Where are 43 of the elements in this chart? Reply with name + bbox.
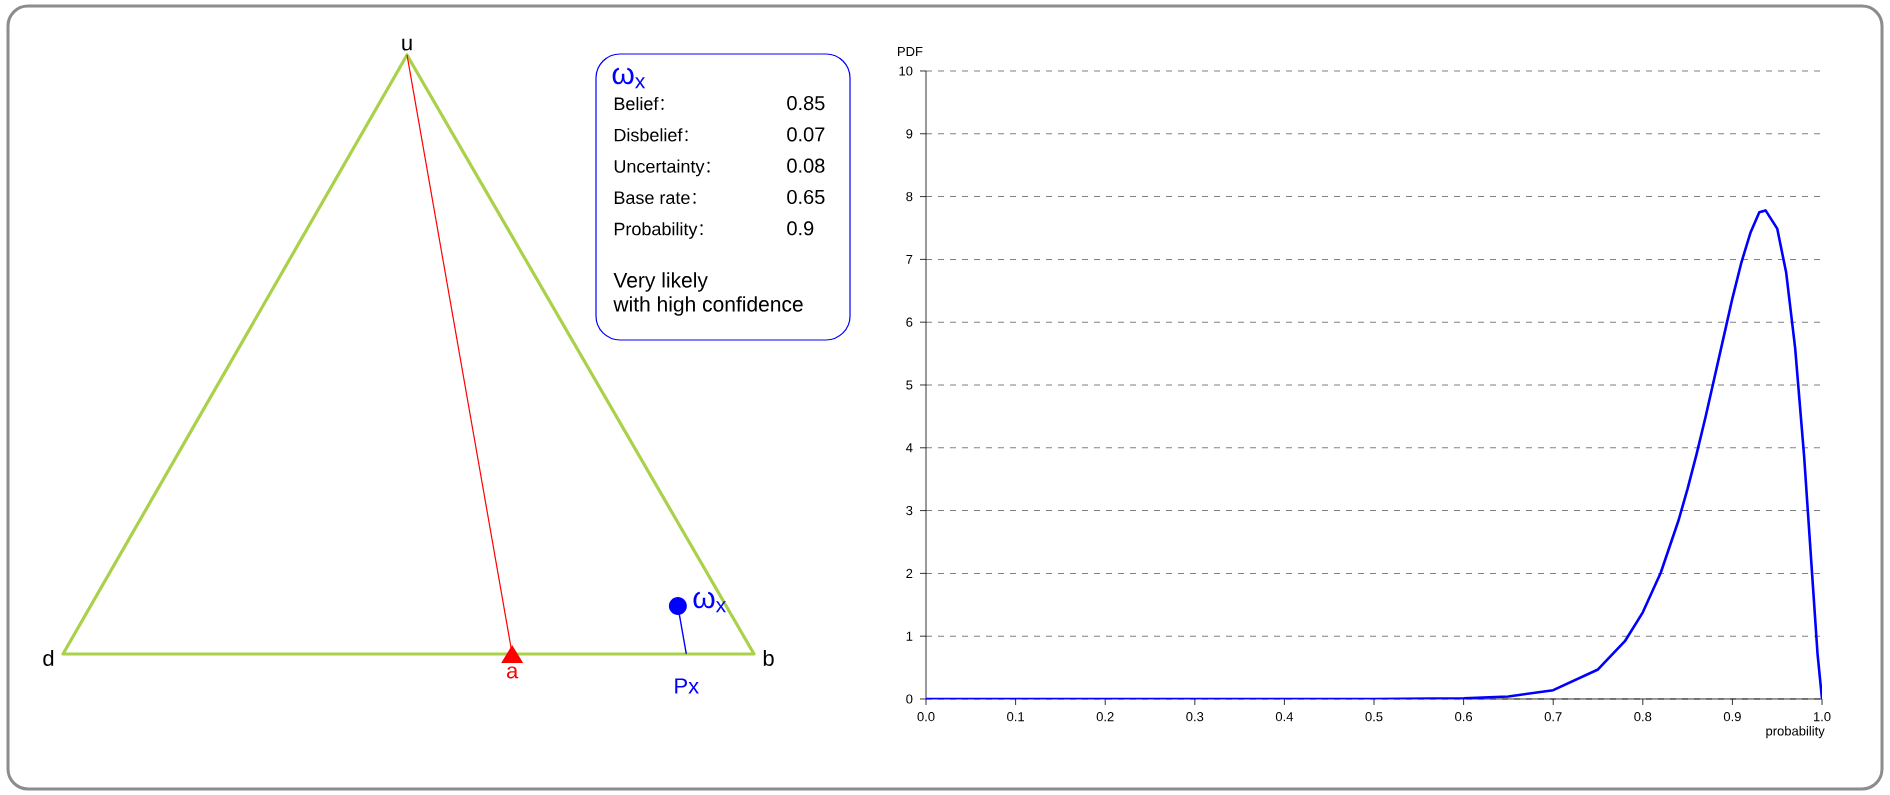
x-tick-label: 0.1 — [1007, 712, 1024, 722]
x-tick-label: 0.2 — [1096, 712, 1114, 722]
text: a — [506, 666, 519, 679]
y-tick-label: 8 — [906, 191, 913, 202]
y-tick-label: 1 — [906, 631, 913, 641]
y-tick-label: 2 — [906, 568, 913, 578]
x-tick-label: 0.5 — [1365, 712, 1383, 722]
y-tick-label: 3 — [906, 505, 913, 516]
y-tick-label: 4 — [906, 443, 913, 453]
text: ω$_{x}$ — [693, 591, 726, 613]
data-label: 0.07 — [787, 127, 825, 142]
y-axis-title: PDF — [898, 46, 923, 56]
x-tick-label: 0.7 — [1544, 712, 1562, 722]
category-label: Base rate — [614, 191, 690, 205]
text: Very likely — [613, 272, 708, 292]
category-label: Disbelief — [614, 128, 683, 142]
x-tick-label: 0.0 — [917, 712, 935, 722]
text: b — [763, 649, 774, 667]
text: with high confidence — [613, 296, 803, 316]
data-label: 0.08 — [787, 158, 825, 173]
y-tick-label: 6 — [906, 317, 913, 327]
y-tick-label: 0 — [906, 694, 913, 704]
y-tick-label: 10 — [899, 66, 913, 76]
text: Px — [675, 678, 699, 694]
x-tick-label: 1.0 — [1813, 712, 1831, 722]
y-tick-label: 7 — [906, 254, 913, 264]
category-label: Uncertainty — [614, 159, 705, 177]
data-label: 0.85 — [787, 96, 825, 111]
data-label: 0.9 — [787, 221, 814, 236]
text: d — [43, 649, 54, 667]
x-tick-label: 0.4 — [1275, 712, 1294, 722]
x-axis-title: probability — [1766, 726, 1825, 739]
x-tick-label: 0.9 — [1723, 712, 1741, 722]
x-tick-label: 0.8 — [1634, 712, 1652, 722]
text: u — [402, 38, 412, 51]
category-label: Belief — [614, 96, 659, 111]
y-tick-label: 9 — [906, 129, 913, 139]
category-label: Probability — [614, 222, 698, 239]
x-tick-label: 0.6 — [1455, 712, 1473, 722]
y-tick-label: 5 — [906, 380, 913, 390]
text: ω$_{x}$ — [612, 67, 646, 89]
data-label: 0.65 — [787, 189, 825, 205]
x-tick-label: 0.3 — [1186, 712, 1204, 722]
